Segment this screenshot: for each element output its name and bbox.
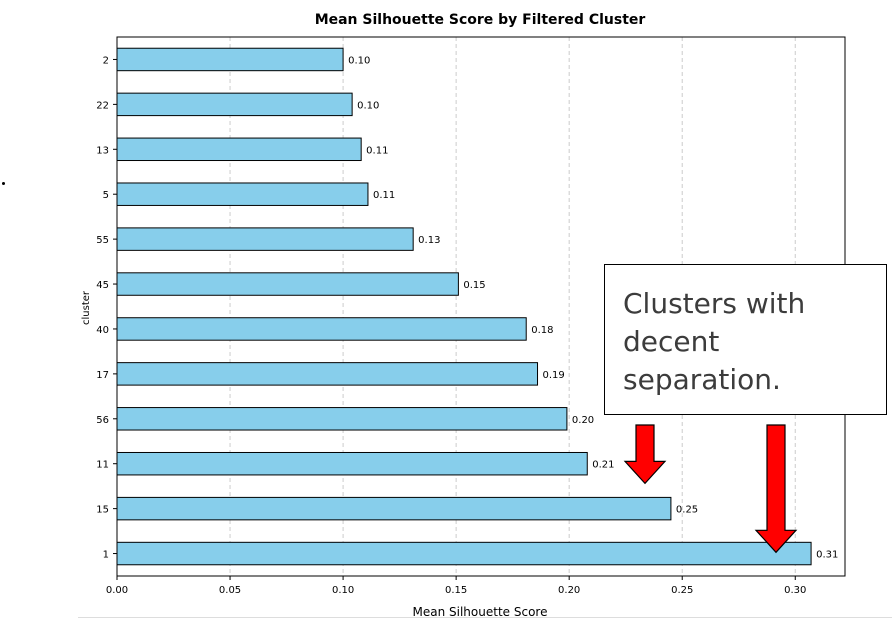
chart-title: Mean Silhouette Score by Filtered Cluste… [315,12,646,28]
y-tick-label: 40 [96,325,109,336]
y-tick-label: 56 [96,415,109,426]
bar [116,92,353,117]
bar-value-label: 0.20 [572,415,594,426]
down-arrow-icon [623,424,667,485]
x-tick-label: 0.00 [106,585,128,596]
y-tick-label: 15 [96,505,109,516]
y-tick-label: 1 [103,550,109,561]
bar-value-label: 0.18 [531,325,553,336]
bar-value-label: 0.25 [676,505,698,516]
y-tick-label: 2 [103,55,109,66]
annotation-callout: Clusters with decent separation. [604,264,887,415]
stray-dot [2,182,5,185]
y-tick-label: 22 [96,100,109,111]
bar [116,137,362,162]
bar-value-label: 0.15 [463,280,485,291]
callout-line-1: Clusters with [623,287,806,320]
x-tick-label: 0.10 [332,585,354,596]
bar-value-label: 0.31 [816,550,838,561]
bar-value-label: 0.10 [348,55,370,66]
y-tick-label: 11 [96,460,109,471]
x-tick-label: 0.30 [784,585,806,596]
x-axis-label: Mean Silhouette Score [413,605,548,619]
callout-line-2: decent [623,325,720,358]
y-tick-label: 13 [96,145,109,156]
y-tick-label: 55 [96,235,109,246]
x-tick-label: 0.05 [219,585,241,596]
bar [116,227,414,251]
y-axis-label: cluster [81,290,92,325]
y-tick-label: 5 [103,190,109,201]
bars: 0.10 0.10 0.11 0.11 0.13 0.15 0.18 0.19 0.20 0.21… [116,47,838,566]
bar-value-label: 0.10 [357,100,379,111]
down-arrow-icon [754,424,798,554]
bar-value-label: 0.11 [366,145,388,156]
x-tick-label: 0.25 [671,585,693,596]
x-tick-label: 0.20 [558,585,580,596]
y-tick-label: 17 [96,370,109,381]
bar [116,317,527,341]
bar [116,47,344,72]
bar [116,407,568,431]
bar [116,272,459,296]
annotation-arrows [623,424,798,554]
x-tick-label: 0.15 [445,585,467,596]
bar [116,451,588,476]
bar [116,182,369,206]
x-axis-ticks: 0.00 0.05 0.10 0.15 0.20 0.25 0.30 [106,576,806,596]
bar [116,541,812,566]
bar-value-label: 0.21 [592,460,614,471]
bar-value-label: 0.11 [373,190,395,201]
bar-value-label: 0.19 [543,370,565,381]
bar [116,362,539,386]
bottom-divider [78,617,892,618]
bar [116,496,672,521]
callout-line-3: separation. [623,363,781,396]
y-tick-label: 45 [96,280,109,291]
bar-value-label: 0.13 [418,235,440,246]
